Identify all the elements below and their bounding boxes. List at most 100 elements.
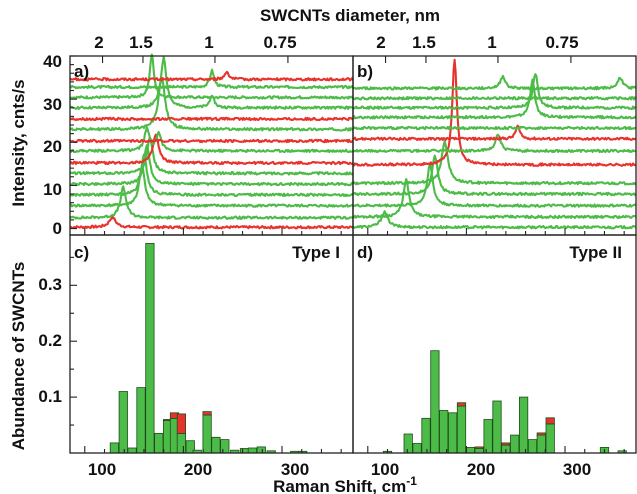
top-ticks-b: 2 1.5 1 0.75 <box>376 33 578 52</box>
bar-green <box>118 391 128 454</box>
x-axis-title-superscript: -1 <box>406 474 417 488</box>
bar-green <box>154 432 164 454</box>
bar-green <box>456 405 467 454</box>
y-axis-title-top: Intensity, cnts/s <box>9 79 28 206</box>
spectrum-line <box>69 136 354 176</box>
top-tick-label: 0.75 <box>545 33 578 52</box>
x-ticks-d: 100 200 300 <box>371 460 591 479</box>
top-ticks-a: 2 1.5 1 0.75 <box>94 33 296 52</box>
bar-green <box>145 242 155 454</box>
x-ticks-c: 100 200 300 <box>88 460 309 479</box>
spectrum-line <box>352 210 637 230</box>
spectrum-line <box>69 126 354 154</box>
x-tick-label: 100 <box>371 460 399 479</box>
panel-c-bars <box>109 242 308 454</box>
bar-green <box>176 432 186 454</box>
bar-green <box>474 448 484 454</box>
bar-green <box>403 433 413 454</box>
panel-a-frame <box>69 55 354 236</box>
x-tick-label: 200 <box>184 460 212 479</box>
y-ticks-top: 0 10 20 30 40 <box>43 52 62 238</box>
panel-label-d: d) <box>357 243 373 262</box>
spectrum-line <box>69 116 354 122</box>
x-axis-title-main: Raman Shift, cm <box>273 477 406 494</box>
x-axis-title: Raman Shift, cm-1 <box>273 474 417 494</box>
top-tick-label: 1.5 <box>412 33 436 52</box>
bar-red <box>501 442 511 446</box>
bar-red <box>545 417 555 425</box>
bar-green <box>239 448 250 454</box>
type-label-c: Type I <box>292 243 340 262</box>
top-tick-label: 1 <box>204 33 213 52</box>
spectrum-line <box>69 153 354 198</box>
y-ticks-bottom: 0.1 0.2 0.3 <box>38 275 62 406</box>
top-tick-label: 1.5 <box>129 33 153 52</box>
spectrum-line <box>69 53 354 100</box>
spectrum-line <box>69 133 354 166</box>
type-label-d: Type II <box>569 243 622 262</box>
bar-green <box>127 447 137 454</box>
bar-green <box>527 439 538 454</box>
bar-green <box>421 417 431 454</box>
x-tick-label: 300 <box>563 460 591 479</box>
top-tick-label: 2 <box>94 33 103 52</box>
bar-green <box>220 439 230 454</box>
bar-red <box>176 413 186 434</box>
spectrum-line <box>352 140 637 186</box>
spectrum-line <box>352 58 637 167</box>
bar-green <box>202 414 212 454</box>
panel-d-bars <box>382 350 627 454</box>
bar-green <box>247 447 257 454</box>
spectrum-line <box>352 163 637 208</box>
y-tick-label: 0.1 <box>38 387 62 406</box>
spectrum-line <box>69 55 354 110</box>
y-tick-label: 30 <box>43 95 62 114</box>
panel-label-c: c) <box>74 243 89 262</box>
y-tick-label: 20 <box>43 137 62 156</box>
y-tick-label: 10 <box>43 180 62 199</box>
spectrum-line <box>352 124 637 142</box>
x-tick-label: 100 <box>88 460 116 479</box>
bar-green <box>510 434 520 454</box>
top-tick-label: 2 <box>376 33 385 52</box>
spectrum-line <box>69 138 354 144</box>
top-tick-label: 0.75 <box>263 33 296 52</box>
spectrum-line <box>69 165 354 208</box>
spectrum-line <box>352 96 637 101</box>
bar-red <box>474 446 484 449</box>
y-tick-label: 40 <box>43 52 62 71</box>
spectrum-line <box>352 154 637 197</box>
panel-b-spectra <box>352 58 637 230</box>
y-axis-title-bottom: Abundance of SWCNTs <box>9 262 28 451</box>
bar-green <box>412 443 422 454</box>
bar-green <box>545 423 555 454</box>
x-tick-label: 200 <box>467 460 495 479</box>
bar-green <box>256 446 266 454</box>
bar-green <box>483 419 493 454</box>
panel-a-spectra <box>69 53 354 230</box>
bar-green <box>430 350 440 454</box>
spectrum-line <box>69 70 354 82</box>
panel-label-b: b) <box>357 62 373 81</box>
spectrum-line <box>69 215 354 230</box>
top-axis-title: SWCNTs diameter, nm <box>260 6 440 25</box>
bar-green <box>109 442 119 454</box>
panel-d-frame <box>352 234 637 454</box>
bar-green <box>447 412 458 454</box>
spectrum-line <box>352 178 637 220</box>
spectrum-line <box>69 68 354 90</box>
bar-green <box>211 436 221 454</box>
y-tick-label: 0.2 <box>38 331 62 350</box>
y-tick-label: 0 <box>53 219 62 238</box>
bar-green <box>492 400 502 454</box>
spectrum-line <box>352 125 637 131</box>
spectrum-line <box>352 133 637 154</box>
top-tick-label: 1 <box>487 33 496 52</box>
spectrum-line <box>352 78 637 120</box>
spectrum-line <box>352 73 637 110</box>
x-tick-label: 300 <box>281 460 309 479</box>
bar-green <box>536 434 546 454</box>
panel-label-a: a) <box>74 62 89 81</box>
spectrum-line <box>69 144 354 187</box>
